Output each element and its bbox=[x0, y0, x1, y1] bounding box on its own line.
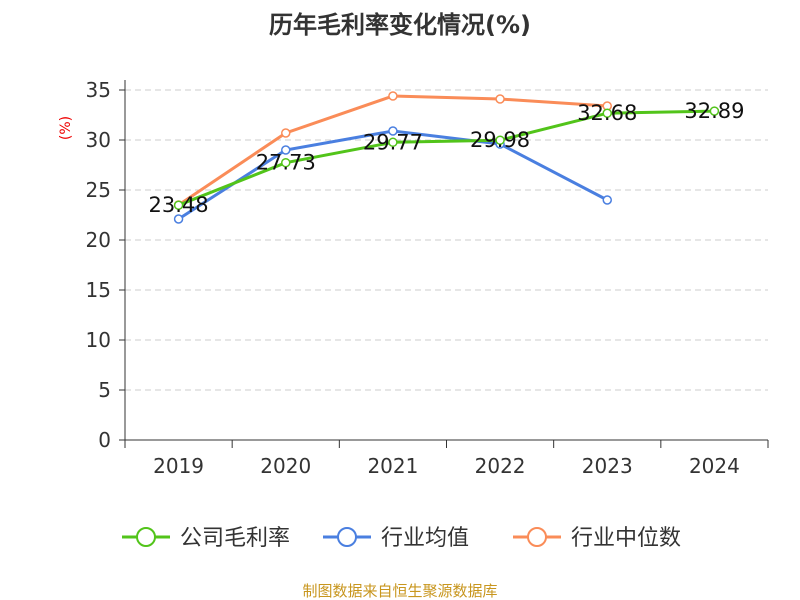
y-tick-label: 0 bbox=[98, 428, 111, 452]
data-label: 29.77 bbox=[363, 130, 423, 154]
series-line bbox=[178, 109, 715, 207]
chart-title: 历年毛利率变化情况(%) bbox=[269, 11, 531, 39]
y-tick-label: 5 bbox=[98, 378, 111, 402]
legend-label[interactable]: 行业均值 bbox=[381, 526, 469, 551]
data-point[interactable] bbox=[495, 94, 505, 104]
data-label: 32.89 bbox=[684, 99, 744, 123]
x-tick-label: 2021 bbox=[367, 454, 418, 478]
y-tick-label: 30 bbox=[86, 128, 111, 152]
y-tick-label: 15 bbox=[86, 278, 111, 302]
data-point[interactable] bbox=[173, 200, 184, 210]
data-label: 29.98 bbox=[470, 128, 530, 152]
data-label: 27.73 bbox=[256, 151, 316, 175]
data-label: 32.68 bbox=[577, 101, 637, 125]
y-tick-label: 20 bbox=[86, 228, 111, 252]
legend-marker[interactable] bbox=[337, 527, 357, 547]
footer-source: 制图数据来自恒生聚源数据库 bbox=[302, 582, 497, 600]
y-tick-label: 25 bbox=[86, 178, 111, 202]
data-label: 23.48 bbox=[149, 193, 209, 217]
legend-label[interactable]: 公司毛利率 bbox=[180, 526, 290, 551]
legend-marker[interactable] bbox=[136, 527, 156, 547]
data-point[interactable] bbox=[602, 108, 612, 118]
x-tick-label: 2019 bbox=[153, 454, 204, 478]
y-axis-label: (%) bbox=[58, 116, 74, 140]
data-point[interactable] bbox=[388, 137, 398, 148]
data-point[interactable] bbox=[281, 128, 291, 138]
legend-marker[interactable] bbox=[527, 527, 547, 547]
data-point[interactable] bbox=[281, 157, 291, 168]
x-tick-label: 2023 bbox=[582, 454, 633, 478]
x-tick-label: 2020 bbox=[260, 454, 311, 478]
y-tick-label: 35 bbox=[86, 78, 111, 102]
x-tick-label: 2022 bbox=[475, 454, 526, 478]
data-point[interactable] bbox=[495, 135, 505, 145]
data-point[interactable] bbox=[173, 214, 184, 224]
y-tick-label: 10 bbox=[86, 328, 111, 352]
data-point[interactable] bbox=[388, 126, 398, 136]
data-point[interactable] bbox=[709, 106, 720, 116]
x-tick-label: 2024 bbox=[689, 454, 740, 478]
data-point[interactable] bbox=[388, 91, 398, 101]
data-point[interactable] bbox=[281, 145, 291, 155]
legend-label[interactable]: 行业中位数 bbox=[571, 526, 681, 551]
data-point[interactable] bbox=[602, 195, 612, 205]
